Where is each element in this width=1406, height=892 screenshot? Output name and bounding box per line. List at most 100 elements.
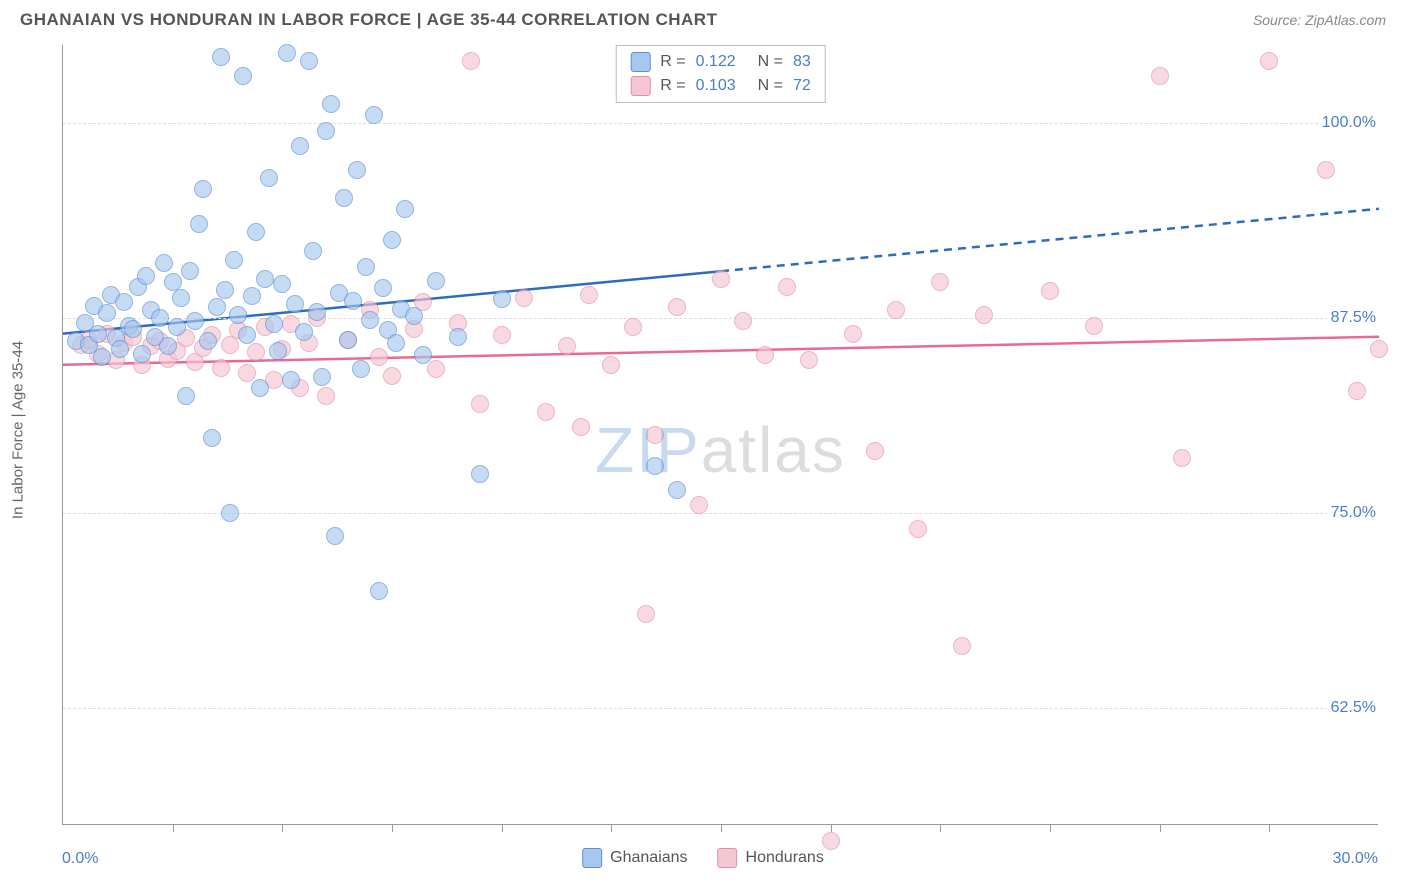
ghanaian-point: [493, 290, 511, 308]
honduran-point: [580, 286, 598, 304]
honduran-point: [624, 318, 642, 336]
honduran-point: [690, 496, 708, 514]
x-tick: [392, 824, 393, 832]
legend-n-value: 72: [793, 77, 811, 95]
ghanaian-point: [89, 325, 107, 343]
ghanaian-point: [269, 342, 287, 360]
ghanaian-point: [273, 275, 291, 293]
legend-swatch: [630, 76, 650, 96]
x-tick: [721, 824, 722, 832]
honduran-point: [1151, 67, 1169, 85]
ghanaian-point: [339, 331, 357, 349]
honduran-point: [909, 520, 927, 538]
legend-stat-row: R =0.103N =72: [630, 74, 811, 98]
honduran-point: [1173, 449, 1191, 467]
x-axis-min-label: 0.0%: [62, 850, 98, 868]
gridline: [63, 708, 1378, 709]
ghanaian-point: [229, 306, 247, 324]
y-tick-label: 62.5%: [1327, 699, 1380, 717]
ghanaian-point: [212, 48, 230, 66]
ghanaian-point: [352, 360, 370, 378]
ghanaian-point: [646, 457, 664, 475]
ghanaian-point: [304, 242, 322, 260]
legend-n-value: 83: [793, 53, 811, 71]
honduran-point: [734, 312, 752, 330]
gridline: [63, 123, 1378, 124]
honduran-point: [953, 637, 971, 655]
chart-plot-area: R =0.122N =83R =0.103N =72 ZIPatlas 62.5…: [62, 45, 1378, 825]
chart-title: GHANAIAN VS HONDURAN IN LABOR FORCE | AG…: [20, 10, 717, 30]
ghanaian-point: [124, 320, 142, 338]
honduran-point: [247, 343, 265, 361]
ghanaian-point: [256, 270, 274, 288]
ghanaian-point: [247, 223, 265, 241]
legend-stats-box: R =0.122N =83R =0.103N =72: [615, 45, 826, 103]
ghanaian-point: [186, 312, 204, 330]
honduran-point: [646, 426, 664, 444]
ghanaian-point: [194, 180, 212, 198]
legend-r-label: R =: [660, 77, 685, 95]
ghanaian-point: [322, 95, 340, 113]
ghanaian-point: [93, 348, 111, 366]
legend-n-label: N =: [758, 53, 783, 71]
ghanaian-point: [370, 582, 388, 600]
honduran-point: [637, 605, 655, 623]
ghanaian-point: [405, 307, 423, 325]
source-label: Source: ZipAtlas.com: [1253, 12, 1386, 28]
ghanaian-point: [137, 267, 155, 285]
y-tick-label: 100.0%: [1318, 114, 1380, 132]
legend-r-label: R =: [660, 53, 685, 71]
ghanaian-point: [216, 281, 234, 299]
honduran-point: [558, 337, 576, 355]
ghanaian-point: [396, 200, 414, 218]
ghanaian-point: [313, 368, 331, 386]
honduran-point: [238, 364, 256, 382]
ghanaian-point: [177, 387, 195, 405]
y-axis-label: In Labor Force | Age 35-44: [10, 341, 27, 519]
honduran-point: [800, 351, 818, 369]
legend-swatch: [630, 52, 650, 72]
ghanaian-point: [357, 258, 375, 276]
ghanaian-point: [449, 328, 467, 346]
ghanaian-point: [387, 334, 405, 352]
ghanaian-point: [344, 292, 362, 310]
honduran-point: [1260, 52, 1278, 70]
ghanaian-point: [251, 379, 269, 397]
honduran-point: [778, 278, 796, 296]
gridline: [63, 513, 1378, 514]
ghanaian-point: [668, 481, 686, 499]
ghanaian-point: [286, 295, 304, 313]
ghanaian-point: [471, 465, 489, 483]
x-tick: [1050, 824, 1051, 832]
y-tick-label: 75.0%: [1327, 504, 1380, 522]
ghanaian-point: [243, 287, 261, 305]
honduran-point: [515, 289, 533, 307]
ghanaian-point: [300, 52, 318, 70]
x-tick: [1160, 824, 1161, 832]
honduran-point: [462, 52, 480, 70]
x-tick: [173, 824, 174, 832]
honduran-point: [668, 298, 686, 316]
honduran-point: [572, 418, 590, 436]
ghanaian-point: [427, 272, 445, 290]
legend-item: Ghanaians: [582, 848, 687, 868]
honduran-point: [975, 306, 993, 324]
ghanaian-point: [265, 315, 283, 333]
trend-line: [721, 209, 1379, 271]
ghanaian-point: [291, 137, 309, 155]
ghanaian-point: [317, 122, 335, 140]
ghanaian-point: [234, 67, 252, 85]
ghanaian-point: [282, 371, 300, 389]
x-tick: [940, 824, 941, 832]
x-tick: [1269, 824, 1270, 832]
ghanaian-point: [221, 504, 239, 522]
honduran-point: [931, 273, 949, 291]
honduran-point: [712, 270, 730, 288]
x-tick: [502, 824, 503, 832]
ghanaian-point: [260, 169, 278, 187]
ghanaian-point: [383, 231, 401, 249]
honduran-point: [866, 442, 884, 460]
honduran-point: [756, 346, 774, 364]
ghanaian-point: [133, 345, 151, 363]
ghanaian-point: [278, 44, 296, 62]
